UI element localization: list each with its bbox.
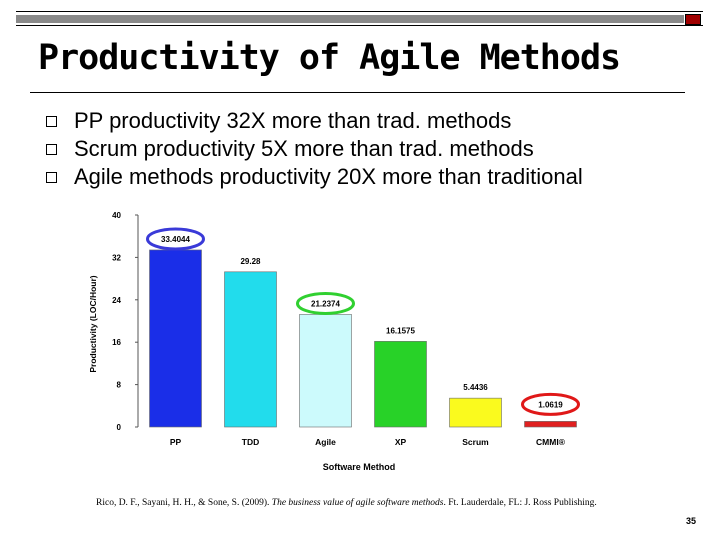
bullet-text: Scrum productivity 5X more than trad. me… (74, 136, 534, 161)
x-tick-label: TDD (242, 437, 259, 447)
top-decor-bar (16, 11, 703, 26)
bar-xp (374, 341, 427, 428)
y-tick-label: 16 (112, 338, 121, 347)
square-bullet-icon (46, 172, 57, 183)
y-axis-title: Productivity (LOC/Hour) (88, 275, 98, 372)
x-tick-label: XP (395, 437, 407, 447)
data-label: 5.4436 (463, 383, 488, 392)
citation-title: The business value of agile software met… (271, 498, 444, 508)
square-bullet-icon (46, 116, 57, 127)
slide-title: Productivity of Agile Methods (38, 38, 621, 78)
bar-tdd (224, 271, 277, 428)
bullet-text: Agile methods productivity 20X more than… (74, 164, 583, 189)
x-tick-label: PP (170, 437, 182, 447)
y-tick-label: 32 (112, 253, 121, 262)
x-tick-label: Agile (315, 437, 336, 447)
y-tick-label: 24 (112, 296, 121, 305)
highlight-ellipse (296, 291, 355, 315)
data-label: 1.0619 (538, 400, 563, 409)
citation: Rico, D. F., Sayani, H. H., & Sone, S. (… (96, 498, 597, 508)
x-tick-label: Scrum (462, 437, 489, 447)
top-decor-box (685, 14, 701, 25)
highlight-ellipse (521, 392, 580, 416)
bar-cmmi (524, 421, 577, 428)
bar-pp (149, 249, 202, 428)
data-label: 21.2374 (311, 299, 340, 308)
page-number: 35 (686, 516, 697, 526)
y-tick-label: 8 (117, 381, 122, 390)
data-label: 29.28 (240, 257, 261, 266)
top-decor-fill (16, 15, 684, 23)
bar-agile (299, 314, 352, 428)
data-label: 16.1575 (386, 326, 415, 335)
y-tick-label: 0 (117, 423, 122, 432)
citation-authors: Rico, D. F., Sayani, H. H., & Sone, S. (… (96, 498, 272, 508)
highlight-ellipse (146, 227, 205, 251)
bullet-text: PP productivity 32X more than trad. meth… (74, 108, 512, 133)
data-label: 33.4044 (161, 235, 190, 244)
citation-publisher: . Ft. Lauderdale, FL: J. Ross Publishing… (443, 498, 597, 508)
x-tick-label: CMMI® (536, 437, 566, 447)
x-axis-title: Software Method (323, 462, 396, 472)
y-tick-label: 40 (112, 211, 121, 220)
productivity-bar-chart: 0 8 16 24 32 40 Productivity (LOC/Hour) 33.4044… (88, 211, 580, 472)
bar-scrum (449, 397, 502, 428)
title-underline (30, 92, 685, 93)
square-bullet-icon (46, 144, 57, 155)
